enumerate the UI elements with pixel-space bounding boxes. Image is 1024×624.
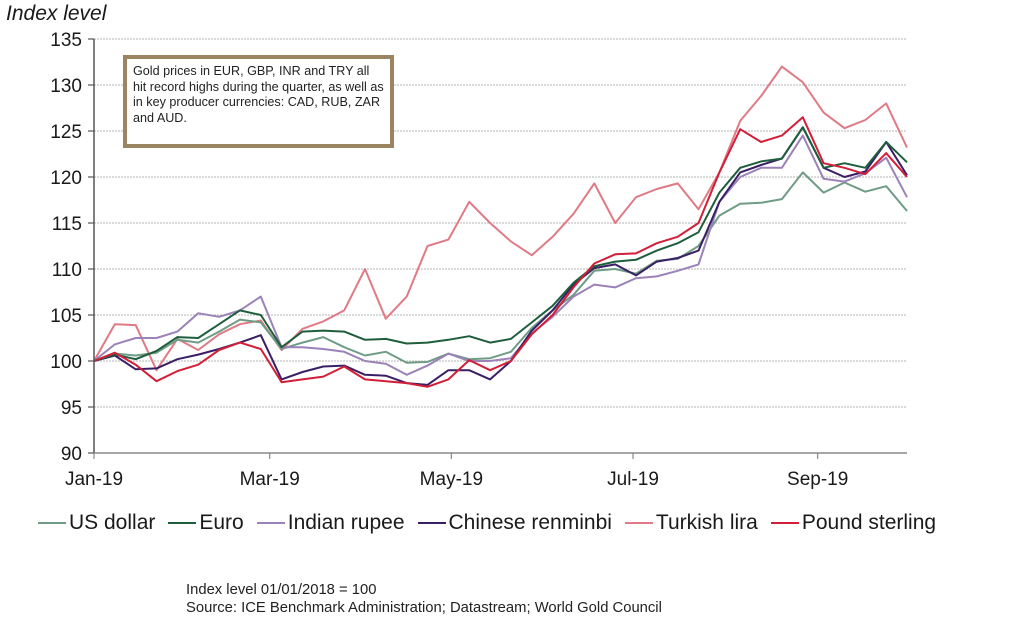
x-tick-label: Jan-19	[65, 469, 123, 490]
legend-label: Chinese renminbi	[448, 511, 612, 534]
annotation-box: Gold prices in EUR, GBP, INR and TRY all…	[123, 55, 394, 148]
y-tick-label: 110	[52, 260, 82, 281]
x-tick-label: May-19	[420, 469, 483, 490]
legend-item: Euro	[168, 511, 244, 535]
series-line-indian-rupee	[93, 134, 908, 376]
legend-label: Indian rupee	[287, 511, 405, 534]
y-axis-ticks: 90 95 100 105 110 115 120 125 130 135	[50, 30, 94, 465]
y-tick-label: 130	[50, 76, 82, 97]
y-tick-label: 105	[50, 306, 82, 327]
x-tick-label: Sep-19	[787, 469, 848, 490]
base-note: Index level 01/01/2018 = 100	[186, 582, 377, 598]
series-line-turkish-lira	[93, 65, 908, 372]
series-lines	[93, 65, 908, 388]
legend-swatch	[256, 522, 285, 524]
legend-swatch	[417, 522, 446, 524]
legend-swatch	[770, 522, 799, 524]
legend-label: US dollar	[69, 511, 156, 534]
y-tick-label: 135	[50, 30, 82, 51]
series-line-euro	[93, 126, 908, 362]
x-tick-label: Jul-19	[607, 469, 659, 490]
footnotes: Index level 01/01/2018 = 100 Source: ICE…	[186, 581, 662, 617]
legend-item: Pound sterling	[770, 511, 937, 535]
y-tick-label: 120	[50, 168, 82, 189]
series-line-us-dollar	[93, 171, 908, 364]
x-tick-label: Mar-19	[240, 469, 300, 490]
y-tick-label: 100	[50, 352, 82, 373]
y-axis-title: Index level	[6, 2, 107, 25]
legend: US dollar Euro Indian rupee Chinese renminb…	[38, 511, 949, 535]
legend-swatch	[38, 522, 66, 524]
x-axis-ticks: Jan-19 Mar-19 May-19 Jul-19 Sep-19	[65, 453, 848, 490]
y-tick-label: 115	[52, 214, 82, 235]
y-tick-label: 90	[61, 444, 82, 465]
legend-swatch	[168, 522, 197, 524]
y-tick-label: 125	[50, 122, 82, 143]
legend-item: US dollar	[38, 511, 155, 535]
legend-label: Euro	[199, 511, 244, 534]
legend-swatch	[624, 522, 653, 524]
legend-item: Chinese renminbi	[417, 511, 612, 535]
series-line-pound-sterling	[93, 116, 908, 388]
source-note: Source: ICE Benchmark Administration; Da…	[186, 600, 662, 616]
legend-label: Turkish lira	[655, 511, 758, 534]
legend-item: Turkish lira	[624, 511, 758, 535]
legend-item: Indian rupee	[256, 511, 405, 535]
legend-label: Pound sterling	[801, 511, 937, 534]
annotation-text: Gold prices in EUR, GBP, INR and TRY all…	[133, 64, 384, 125]
series-line-chinese-renminbi	[93, 126, 908, 386]
y-tick-label: 95	[61, 398, 82, 419]
